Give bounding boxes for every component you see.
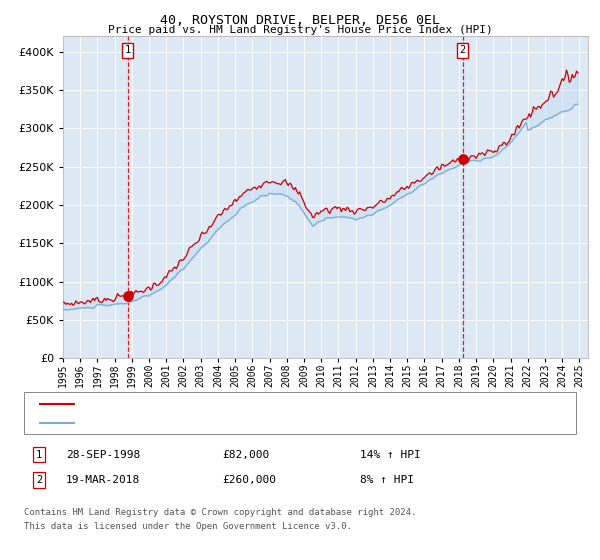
Text: 40, ROYSTON DRIVE, BELPER, DE56 0EL: 40, ROYSTON DRIVE, BELPER, DE56 0EL — [160, 14, 440, 27]
Text: £260,000: £260,000 — [222, 475, 276, 485]
Text: 19-MAR-2018: 19-MAR-2018 — [66, 475, 140, 485]
Text: This data is licensed under the Open Government Licence v3.0.: This data is licensed under the Open Gov… — [24, 522, 352, 531]
Text: 2: 2 — [36, 475, 42, 485]
Point — [458, 155, 467, 164]
Point — [123, 291, 133, 300]
Text: 14% ↑ HPI: 14% ↑ HPI — [360, 450, 421, 460]
Text: 1: 1 — [124, 45, 131, 55]
Text: 1: 1 — [36, 450, 42, 460]
Text: 40, ROYSTON DRIVE, BELPER, DE56 0EL (detached house): 40, ROYSTON DRIVE, BELPER, DE56 0EL (det… — [81, 399, 406, 409]
Text: Price paid vs. HM Land Registry's House Price Index (HPI): Price paid vs. HM Land Registry's House … — [107, 25, 493, 35]
Text: £82,000: £82,000 — [222, 450, 269, 460]
Text: 2: 2 — [460, 45, 466, 55]
Text: Contains HM Land Registry data © Crown copyright and database right 2024.: Contains HM Land Registry data © Crown c… — [24, 508, 416, 517]
Text: HPI: Average price, detached house, Amber Valley: HPI: Average price, detached house, Ambe… — [81, 418, 381, 428]
Text: 28-SEP-1998: 28-SEP-1998 — [66, 450, 140, 460]
Text: 8% ↑ HPI: 8% ↑ HPI — [360, 475, 414, 485]
